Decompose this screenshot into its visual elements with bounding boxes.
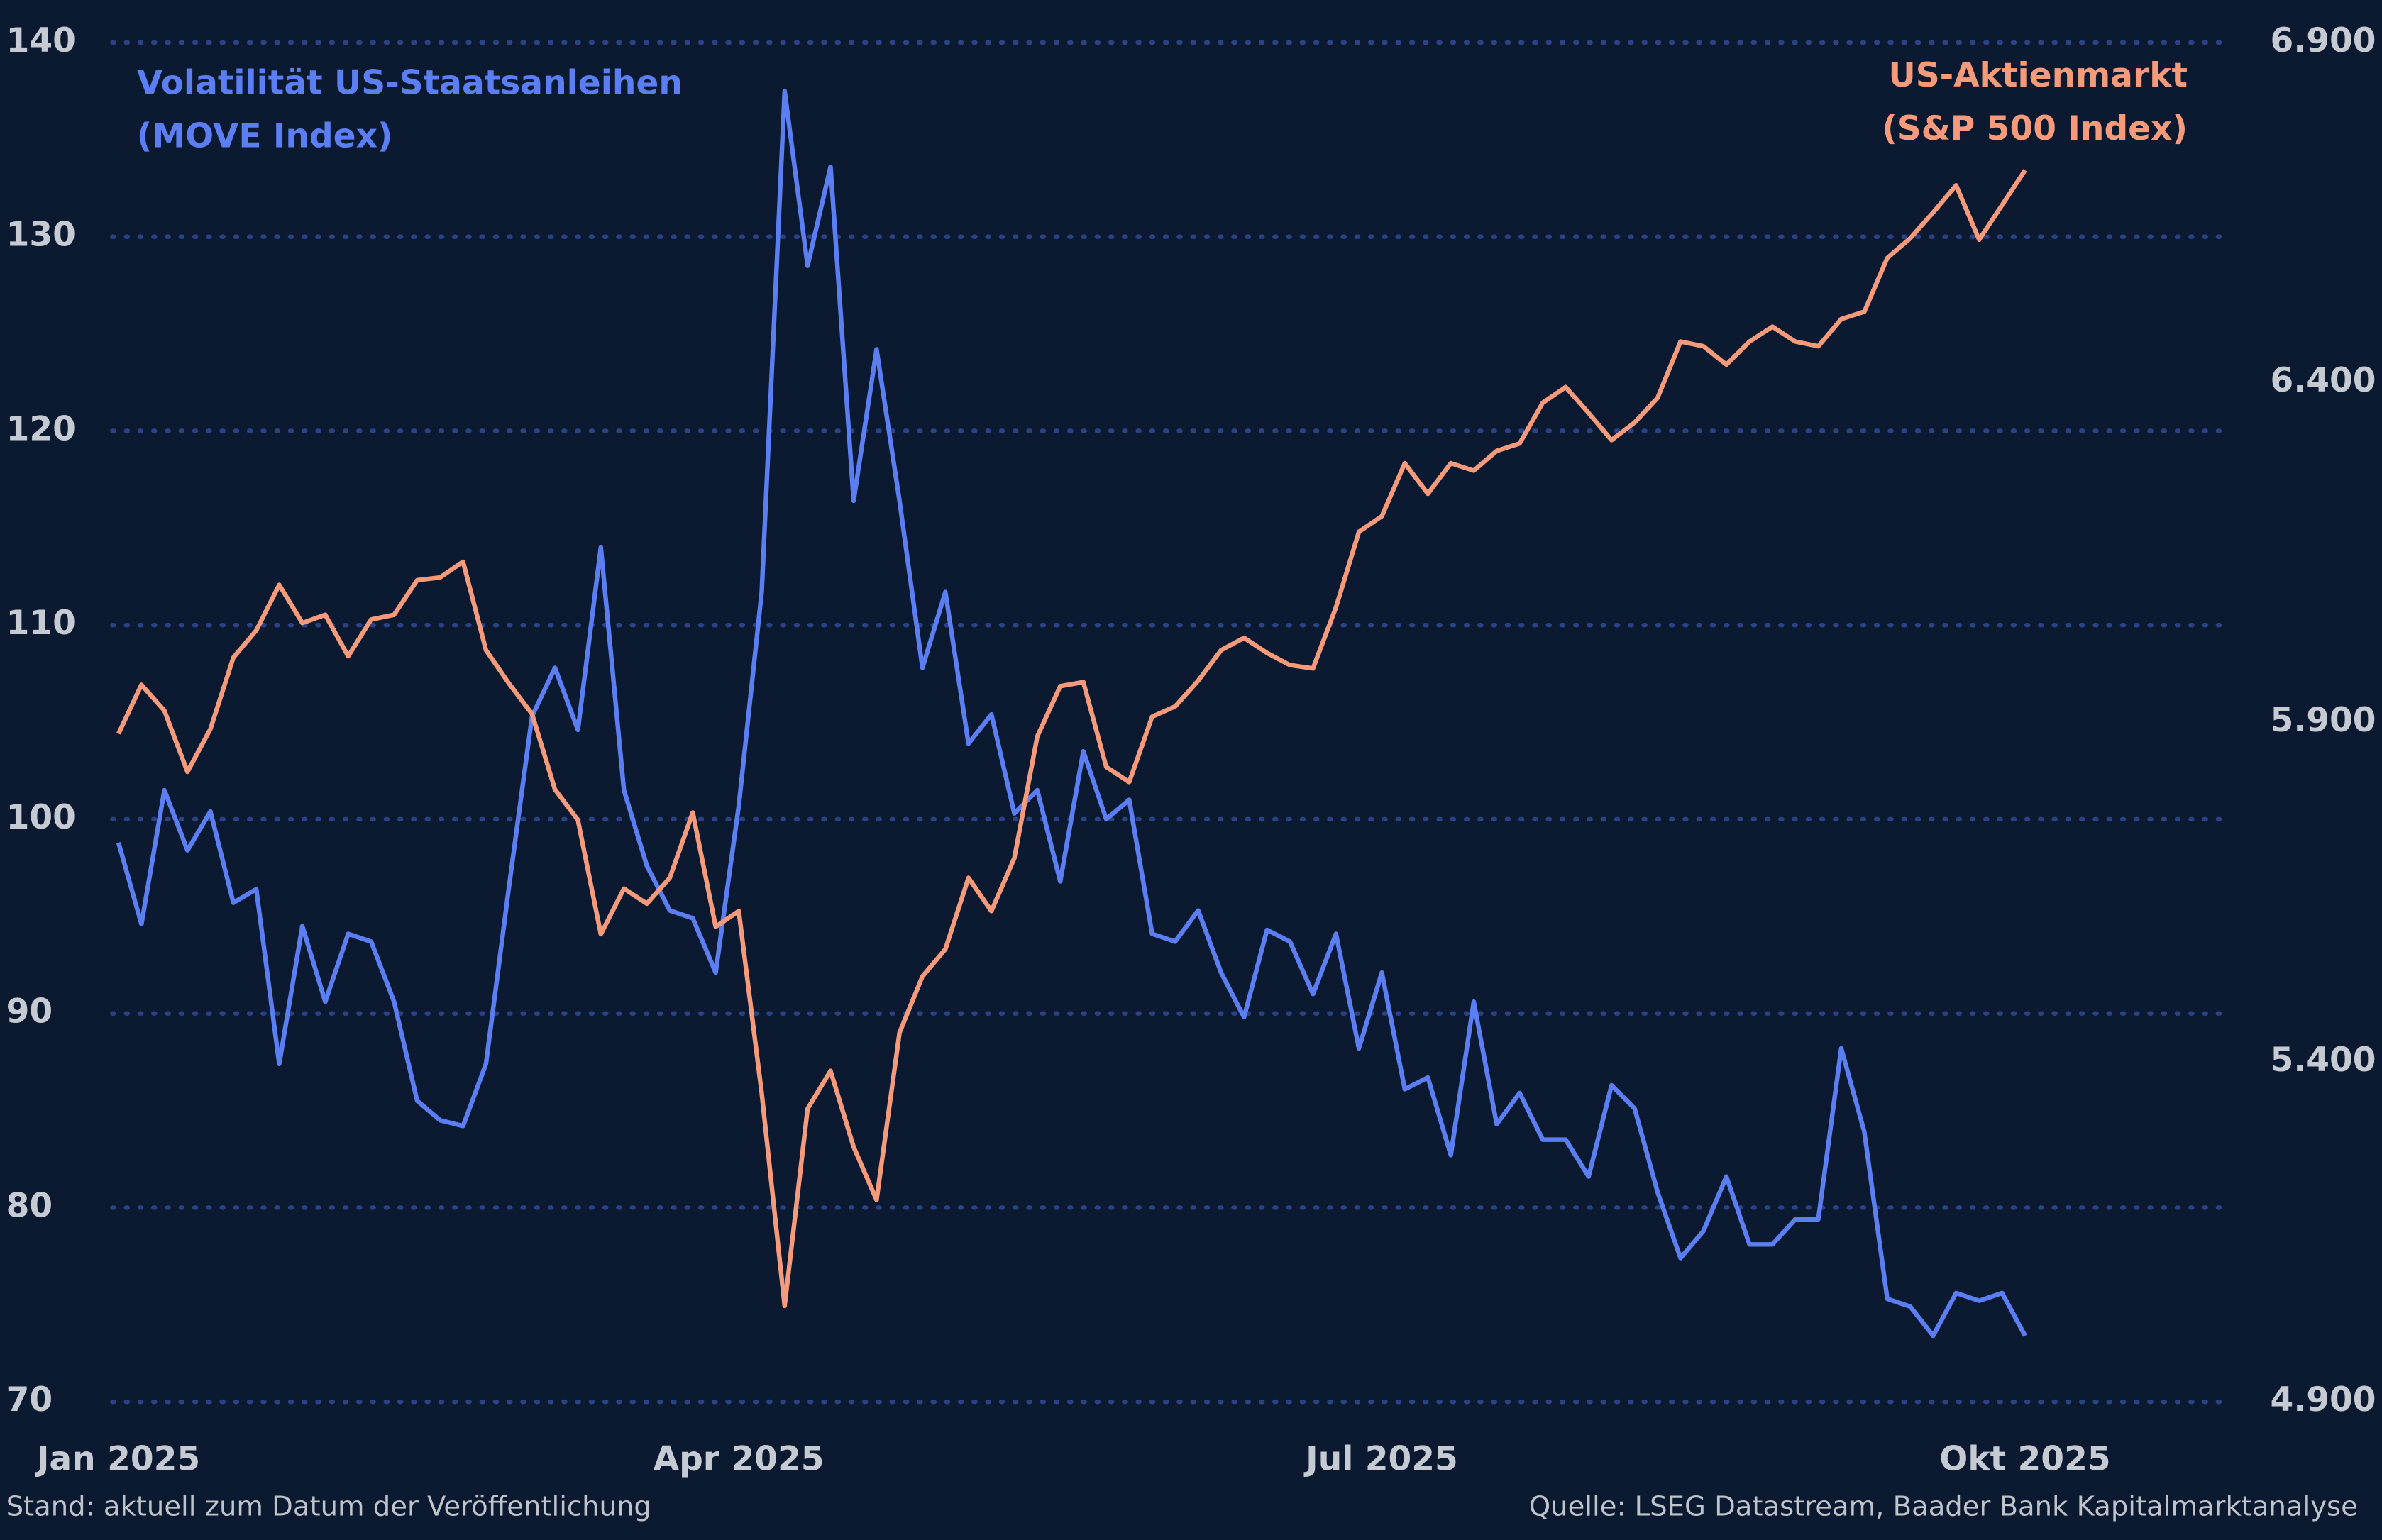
footnote: Stand: aktuell zum Datum der Veröffentli… bbox=[6, 1491, 651, 1524]
y2-tick-label: 6.900 bbox=[2271, 21, 2376, 60]
y-tick-label: 70 bbox=[6, 1380, 53, 1419]
series-line bbox=[116, 89, 2027, 1339]
y2-tick-label: 6.400 bbox=[2271, 361, 2376, 400]
y-tick-label: 140 bbox=[6, 21, 76, 60]
y-tick-label: 110 bbox=[6, 604, 76, 643]
y-tick-label: 100 bbox=[6, 798, 76, 837]
series-line bbox=[116, 169, 2027, 1309]
source-note: Quelle: LSEG Datastream, Baader Bank Kap… bbox=[1528, 1491, 2358, 1524]
x-tick-label: Jul 2025 bbox=[1303, 1440, 1458, 1479]
series-label: Volatilität US-Staatsanleihen (MOVE Inde… bbox=[136, 65, 683, 157]
series-label: US-Aktienmarkt (S&P 500 Index) bbox=[1882, 57, 2188, 149]
x-tick-label: Okt 2025 bbox=[1939, 1440, 2110, 1479]
y-tick-label: 90 bbox=[6, 992, 53, 1031]
x-tick-label: Jan 2025 bbox=[35, 1440, 200, 1479]
y-tick-label: 130 bbox=[6, 216, 76, 255]
y-tick-label: 80 bbox=[6, 1186, 53, 1225]
y-tick-label: 120 bbox=[6, 409, 76, 448]
x-tick-label: Apr 2025 bbox=[654, 1440, 825, 1479]
y2-tick-label: 4.900 bbox=[2271, 1380, 2376, 1419]
y2-tick-label: 5.900 bbox=[2271, 701, 2376, 740]
y2-tick-label: 5.400 bbox=[2271, 1041, 2376, 1080]
